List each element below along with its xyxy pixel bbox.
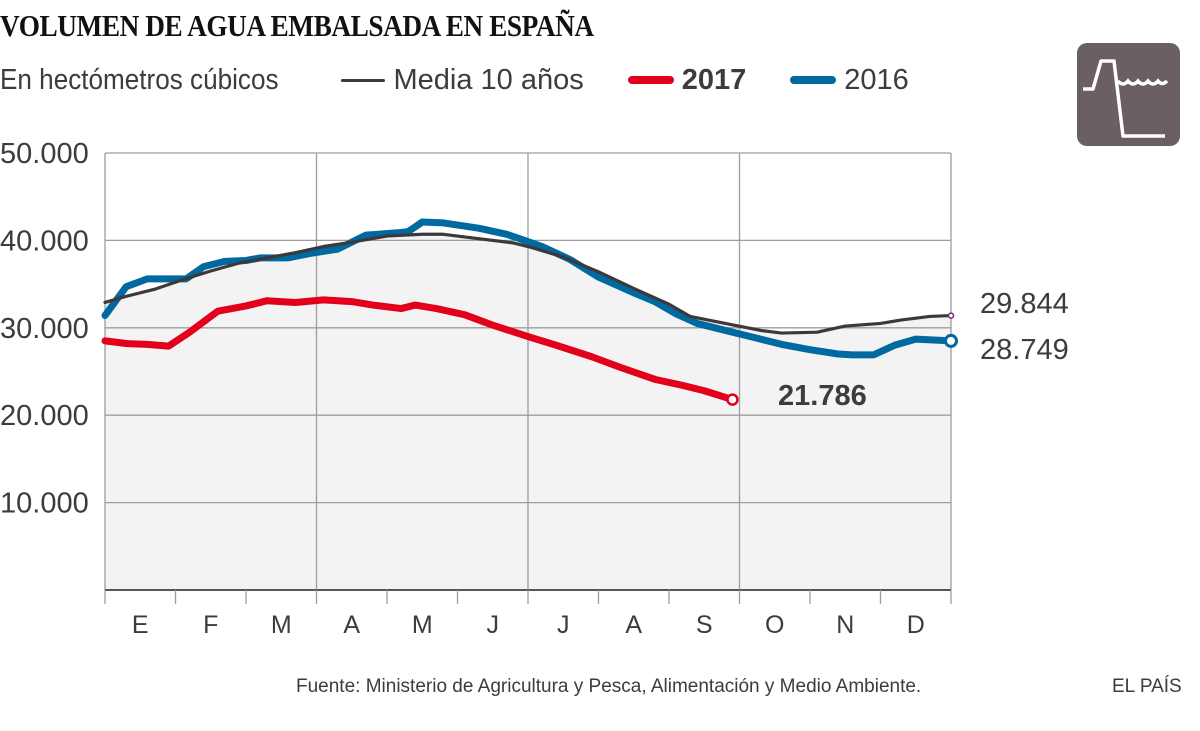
x-tick-label: F (203, 611, 218, 639)
x-tick-label: M (271, 611, 292, 639)
end-label-2016: 28.749 (980, 334, 1069, 366)
end-marker-2016 (944, 333, 958, 348)
legend-swatch-media (341, 78, 386, 82)
y-tick-label: 30.000 (0, 313, 89, 345)
lines-layer (101, 218, 958, 406)
legend-label-media: Media 10 años (393, 63, 584, 96)
legend-label-2016: 2016 (844, 63, 909, 96)
end-marker-media (947, 312, 955, 319)
y-tick-label: 20.000 (0, 400, 89, 432)
source-note: Fuente: Ministerio de Agricultura y Pesc… (296, 676, 922, 697)
brand-credit: EL PAÍS (1112, 676, 1182, 697)
y-tick-label: 50.000 (0, 138, 89, 170)
labels-layer: 10.000 20.000 30.000 40.000 50.000 E F M A M J J A S O… (0, 138, 1069, 639)
x-tick-label: N (836, 611, 854, 639)
y-tick-label: 10.000 (0, 488, 89, 520)
end-label-media: 29.844 (980, 288, 1069, 320)
x-tick-label: J (557, 611, 570, 639)
x-tick-label: O (765, 611, 784, 639)
dam-glyph (1083, 59, 1169, 138)
subtitle-legend-row: En hectómetros cúbicos Media 10 años 201… (0, 60, 953, 100)
grid-layer (104, 152, 952, 604)
legend-item-2016: 2016 (790, 64, 909, 97)
end-marker-2017 (726, 393, 739, 406)
y-tick-label: 40.000 (0, 225, 89, 257)
x-tick-label: J (487, 611, 500, 639)
legend-swatch-2017 (627, 76, 674, 84)
series-line-2016 (101, 218, 955, 359)
legend-item-2017: 2017 (627, 63, 747, 97)
chart-title: VOLUMEN DE AGUA EMBALSADA EN ESPAÑA (0, 8, 594, 43)
x-tick-label: D (907, 611, 925, 639)
series-line-media-10-años (103, 232, 953, 335)
legend-swatch-2016 (790, 76, 837, 84)
series-line-2017 (101, 296, 736, 404)
x-tick-label: E (132, 611, 149, 639)
x-tick-label: A (343, 611, 360, 639)
chart-subtitle: En hectómetros cúbicos (0, 63, 279, 96)
x-tick-label: M (412, 611, 433, 639)
legend-item-media: Media 10 años (341, 63, 584, 97)
x-tick-label: S (696, 611, 713, 639)
reservoir-dam-icon (1077, 43, 1180, 146)
legend-label-2017: 2017 (681, 63, 747, 96)
end-label-2017: 21.786 (778, 380, 867, 412)
x-tick-label: A (625, 611, 642, 639)
